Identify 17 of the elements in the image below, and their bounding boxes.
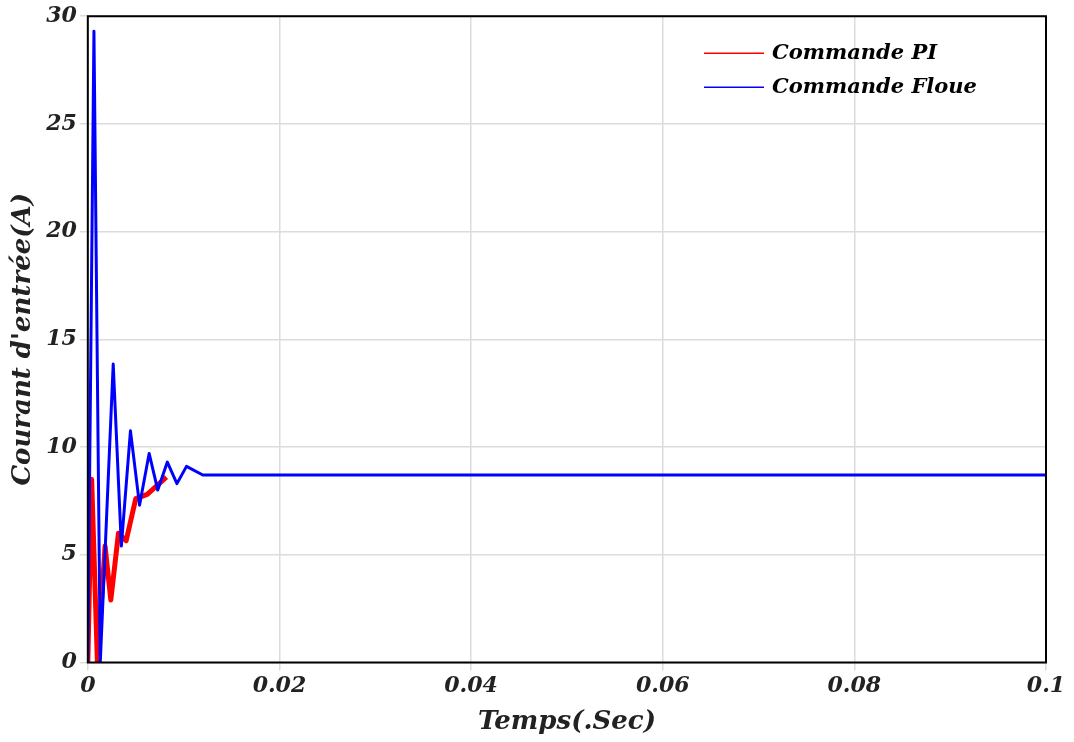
- y-tick-label: 15: [46, 324, 77, 351]
- y-tick-label: 30: [46, 0, 78, 27]
- x-tick-label: 0.08: [827, 671, 882, 698]
- y-tick-label: 25: [45, 108, 77, 135]
- y-axis-title: Courant d'entrée(A): [6, 193, 37, 486]
- legend-label: Commande PI: [772, 38, 939, 64]
- x-axis-title: Temps(.Sec): [477, 705, 656, 736]
- y-tick-label: 5: [61, 539, 77, 566]
- x-tick-label: 0.04: [444, 671, 498, 698]
- x-tick-label: 0.06: [635, 671, 690, 698]
- y-tick-label: 0: [61, 647, 78, 674]
- x-tick-label: 0.1: [1026, 671, 1066, 698]
- y-tick-label: 20: [45, 216, 78, 243]
- legend-label: Commande Floue: [772, 72, 977, 98]
- x-tick-label: 0.02: [252, 671, 307, 698]
- y-tick-label: 10: [46, 431, 78, 458]
- x-tick-label: 0: [80, 671, 97, 698]
